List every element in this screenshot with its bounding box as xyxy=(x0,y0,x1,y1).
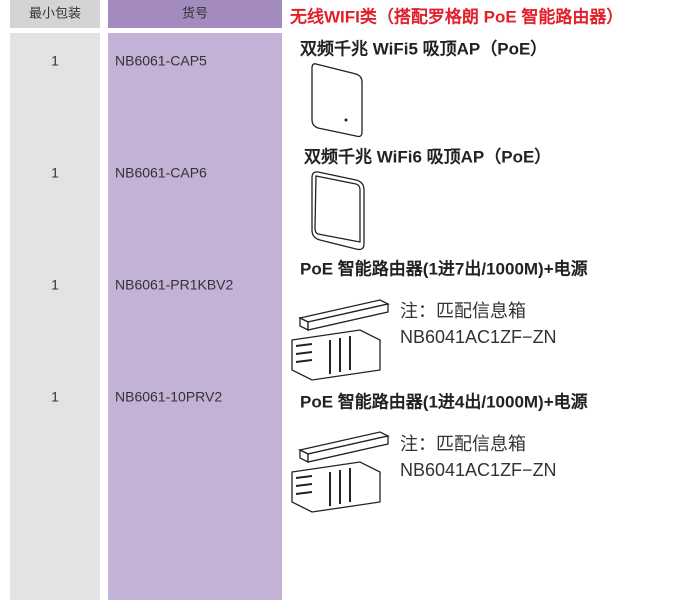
column-header: 货号 xyxy=(182,5,208,20)
code: NB6061-PR1KBV2 xyxy=(115,277,234,293)
product-heading: PoE 智能路由器(1进7出/1000M)+电源 xyxy=(300,258,588,278)
column-body xyxy=(108,33,282,600)
product-heading: 双频千兆 WiFi5 吸顶AP（PoE） xyxy=(300,38,547,58)
note: NB6041AC1ZF−ZN xyxy=(400,460,557,480)
column-header: 最小包装 xyxy=(29,5,81,20)
header-cell xyxy=(10,0,100,28)
qty: 1 xyxy=(51,389,59,405)
product-heading: 双频千兆 WiFi6 吸顶AP（PoE） xyxy=(304,146,551,166)
note: 注：匹配信息箱 xyxy=(400,301,526,321)
qty: 1 xyxy=(51,165,59,181)
router-icon xyxy=(291,299,390,381)
note: 注：匹配信息箱 xyxy=(400,434,526,454)
qty: 1 xyxy=(51,277,59,293)
product-heading: PoE 智能路由器(1进4出/1000M)+电源 xyxy=(300,391,588,411)
column-body xyxy=(10,33,100,600)
code: NB6061-CAP6 xyxy=(115,165,207,181)
qty: 1 xyxy=(51,53,59,69)
code: NB6061-10PRV2 xyxy=(115,389,222,405)
ap-icon xyxy=(311,171,365,251)
section-title: 无线WIFI类（搭配罗格朗 PoE 智能路由器） xyxy=(289,6,623,26)
code: NB6061-CAP5 xyxy=(115,53,207,69)
note: NB6041AC1ZF−ZN xyxy=(400,327,557,347)
router-icon xyxy=(291,431,390,513)
ap-icon xyxy=(311,63,363,138)
header-cell xyxy=(108,0,282,28)
